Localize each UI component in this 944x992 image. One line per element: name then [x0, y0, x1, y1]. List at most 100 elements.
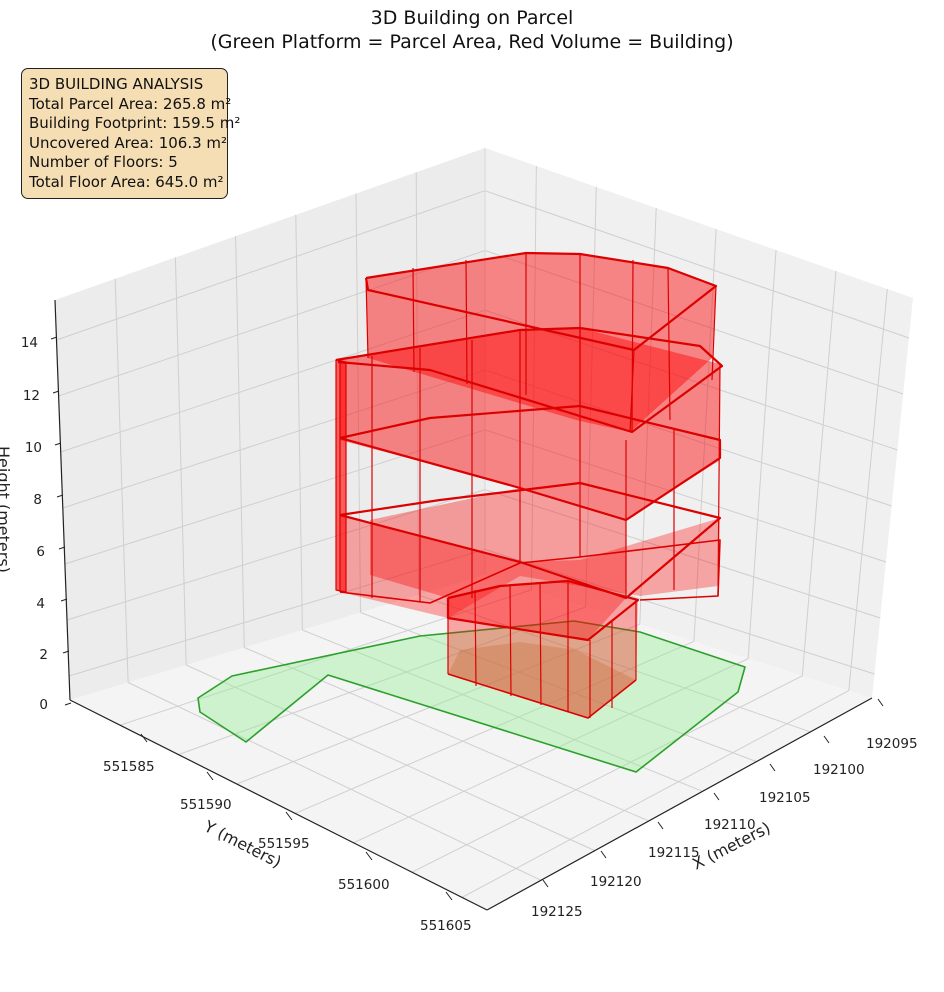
building-vertical-edge	[474, 589, 477, 687]
z-axis-label: Height (meters)	[0, 446, 13, 573]
building-upper-mass-face	[366, 253, 716, 432]
grid-line	[174, 257, 187, 666]
y-tick-mark	[140, 733, 148, 743]
x-tick-label: 192120	[590, 874, 642, 890]
x-tick-label: 192100	[813, 762, 865, 778]
x-tick-mark	[657, 821, 664, 830]
x-tick-label: 192110	[704, 817, 756, 833]
right-back-pane	[485, 148, 913, 698]
axes-panes	[55, 148, 913, 910]
info-line: Total Floor Area: 645.0 m²	[29, 172, 224, 191]
parcel-platform	[197, 620, 746, 773]
floor-outline	[335, 326, 724, 434]
z-axis-ticks: 0 2 4 6 8 10 12 14	[21, 335, 48, 713]
building-middle-mass-face	[340, 328, 720, 520]
x-tick-label: 192125	[531, 904, 583, 920]
building-vertical-edge	[667, 267, 671, 421]
floor-outline	[447, 673, 637, 719]
grid-line	[178, 606, 586, 756]
z-tick-label: 12	[23, 388, 40, 404]
info-heading: 3D BUILDING ANALYSIS	[29, 75, 204, 93]
parcel-polygon	[197, 620, 746, 773]
y-tick-label: 551585	[103, 759, 155, 775]
floor-outline	[364, 251, 718, 352]
building-courtyard-face	[370, 488, 626, 640]
floor-outline	[339, 404, 722, 522]
building-vertical-edge	[629, 349, 635, 433]
info-line: Total Parcel Area: 265.8 m²	[29, 94, 232, 113]
grid-line	[360, 612, 757, 763]
z-tick-mark	[58, 546, 66, 550]
building-volume	[335, 251, 724, 719]
building-vertical-edge	[365, 277, 369, 359]
z-tick-mark	[60, 598, 68, 602]
grid-line	[461, 690, 850, 898]
building-vertical-edge	[717, 363, 721, 597]
building-vertical-edge	[631, 259, 634, 433]
grid-line	[530, 165, 537, 590]
building-vertical-edge	[412, 267, 415, 373]
y-axis-line	[69, 699, 488, 911]
grid-lines	[56, 148, 910, 898]
grid-line	[119, 589, 532, 726]
info-line: Building Footprint: 159.5 m²	[29, 114, 241, 132]
x-tick-label: 192115	[648, 845, 700, 861]
left-back-pane	[55, 148, 485, 700]
building-left-edge-face	[335, 359, 347, 593]
x-axis-line	[486, 697, 873, 911]
x-tick-label: 192095	[866, 736, 918, 752]
building-vertical-edge	[509, 584, 512, 697]
z-tick-mark	[56, 494, 64, 498]
info-line: Uncovered Area: 106.3 m²	[29, 133, 228, 152]
z-tick-label: 6	[36, 544, 45, 560]
y-tick-label: 551600	[338, 877, 390, 893]
building-vertical-edge	[539, 581, 542, 706]
z-tick-mark	[54, 442, 62, 446]
x-axis-ticks: 192095 192100 192105 192110 192115 19212…	[531, 736, 918, 920]
z-tick-label: 4	[36, 596, 45, 612]
chart-title-line2: (Green Platform = Parcel Area, Red Volum…	[210, 31, 734, 53]
grid-line	[244, 647, 649, 822]
grid-line	[848, 288, 888, 691]
y-axis-ticks: 551585 551590 551595 551600 551605	[103, 759, 472, 934]
analysis-info-box: 3D BUILDING ANALYSIS Total Parcel Area: …	[21, 68, 241, 199]
x-tick-label: 192105	[759, 790, 811, 806]
z-tick-mark	[50, 336, 58, 340]
grid-line	[747, 249, 777, 659]
grid-line	[127, 682, 542, 881]
grid-line	[411, 675, 803, 873]
y-tick-mark	[285, 811, 293, 821]
grid-line	[693, 228, 717, 642]
y-tick-label: 551590	[180, 797, 232, 813]
x-tick-mark	[877, 698, 884, 707]
building-vertical-edge	[465, 259, 468, 385]
y-tick-mark	[445, 891, 453, 901]
y-tick-label: 551605	[420, 918, 472, 934]
z-axis-line	[54, 299, 71, 701]
grid-line	[801, 270, 837, 676]
z-tick-label: 14	[21, 335, 38, 351]
grid-line	[355, 193, 361, 613]
grid-line	[415, 172, 420, 596]
x-tick-mark	[600, 850, 607, 859]
chart-title-line1: 3D Building on Parcel	[370, 7, 574, 29]
z-tick-mark	[64, 702, 72, 706]
axes-lines	[50, 299, 884, 911]
z-tick-mark	[52, 390, 60, 394]
grid-line	[114, 278, 129, 683]
y-tick-mark	[365, 851, 373, 861]
x-tick-mark	[542, 879, 549, 888]
z-tick-mark	[62, 650, 70, 654]
x-tick-mark	[823, 735, 830, 744]
building-vertical-edge	[711, 285, 717, 381]
grid-line	[236, 623, 640, 785]
grid-line	[353, 658, 749, 844]
x-tick-mark	[713, 792, 720, 801]
grid-line	[235, 236, 245, 648]
chart-title: 3D Building on Parcel (Green Platform = …	[0, 6, 944, 54]
grid-line	[302, 629, 703, 792]
building-front-block-floor	[448, 642, 636, 718]
y-tick-mark	[206, 771, 214, 781]
grid-line	[639, 207, 657, 625]
grid-line	[185, 664, 596, 852]
